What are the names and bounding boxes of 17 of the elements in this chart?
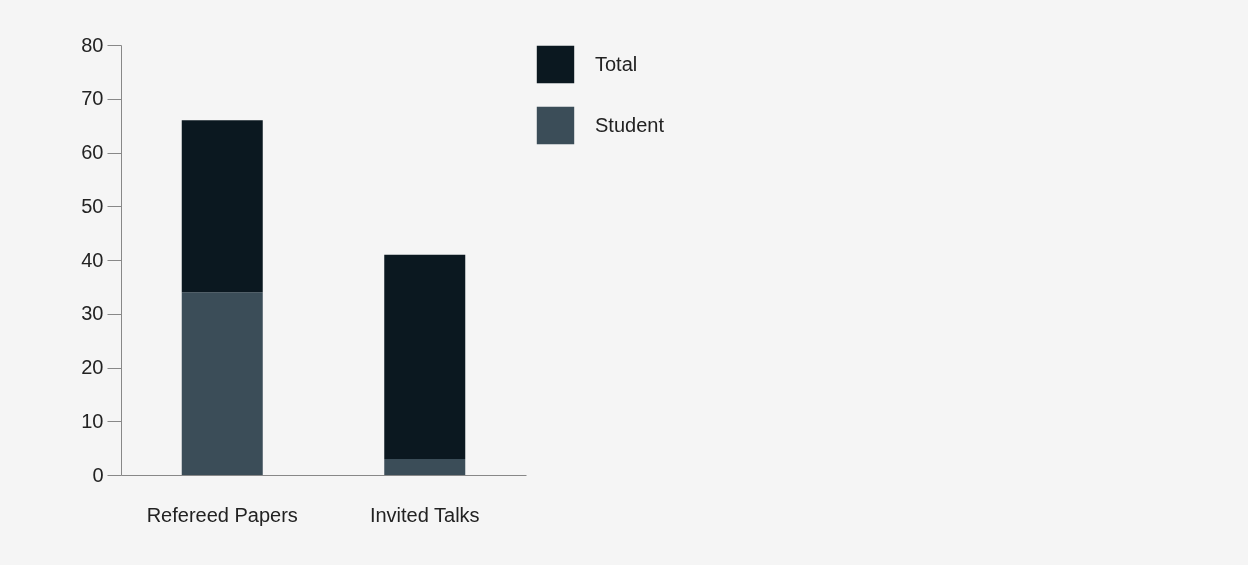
y-tick-label: 70 bbox=[81, 87, 104, 110]
bar bbox=[181, 120, 263, 293]
y-tick-label: 50 bbox=[81, 194, 104, 217]
y-tick-label: 80 bbox=[81, 33, 104, 56]
y-tick-label: 60 bbox=[81, 141, 104, 163]
y-tick-label: 10 bbox=[81, 409, 104, 432]
x-tick-label: Invited Talks bbox=[369, 503, 480, 526]
legend-label: Total bbox=[595, 52, 638, 75]
y-tick-label: 40 bbox=[81, 248, 104, 271]
x-tick-label: Refereed Papers bbox=[146, 503, 298, 526]
y-tick-label: 0 bbox=[92, 463, 104, 486]
bar bbox=[384, 458, 466, 475]
legend-label: Student bbox=[595, 113, 665, 136]
bar bbox=[181, 292, 263, 475]
y-tick-label: 20 bbox=[81, 356, 104, 378]
y-tick-label: 30 bbox=[81, 302, 104, 325]
bar bbox=[384, 254, 466, 459]
